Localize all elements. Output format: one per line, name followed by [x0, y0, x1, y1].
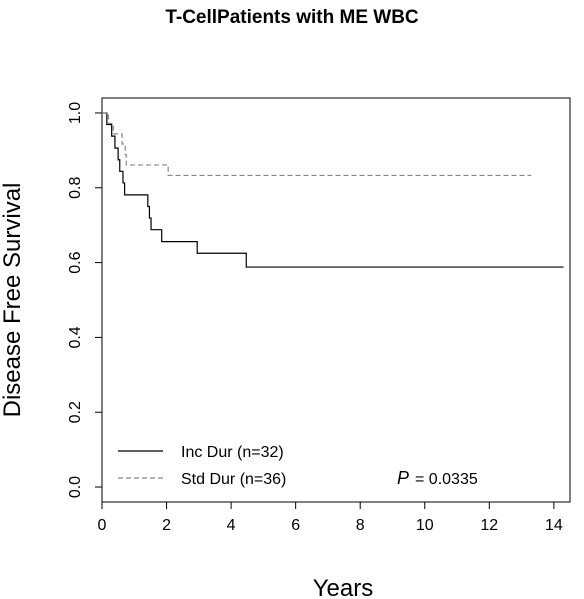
- y-tick-label: 1.0: [67, 102, 84, 124]
- series-line-inc-dur: [102, 112, 564, 268]
- p-value-annotation: P = 0.0335: [397, 468, 478, 488]
- x-tick-label: 0: [98, 517, 107, 534]
- x-axis: 0 2 4 6 8 10 12 14: [98, 502, 563, 534]
- y-tick-label: 0.4: [67, 326, 84, 348]
- y-axis: 0.0 0.2 0.4 0.6 0.8 1.0: [67, 102, 102, 498]
- y-tick-label: 0.2: [67, 401, 84, 423]
- x-tick-label: 12: [480, 517, 498, 534]
- p-value-text: = 0.0335: [415, 471, 478, 488]
- y-axis-label: Disease Free Survival: [0, 183, 26, 418]
- x-tick-label: 8: [356, 517, 365, 534]
- survival-curves: [102, 112, 564, 268]
- legend: Inc Dur (n=32) Std Dur (n=36): [118, 444, 286, 488]
- legend-label-inc-dur: Inc Dur (n=32): [181, 444, 284, 461]
- x-tick-label: 4: [227, 517, 236, 534]
- legend-label-std-dur: Std Dur (n=36): [181, 471, 286, 488]
- x-axis-label: Years: [313, 575, 374, 599]
- chart-title: T-CellPatients with ME WBC: [165, 7, 419, 28]
- x-tick-label: 6: [291, 517, 300, 534]
- x-tick-label: 10: [416, 517, 434, 534]
- x-tick-label: 14: [545, 517, 563, 534]
- y-tick-label: 0.0: [67, 476, 84, 498]
- plot-frame: [101, 97, 571, 503]
- y-tick-label: 0.8: [67, 177, 84, 199]
- series-line-std-dur: [102, 112, 532, 177]
- x-tick-label: 2: [162, 517, 171, 534]
- p-value-label: P: [397, 468, 409, 488]
- y-tick-label: 0.6: [67, 251, 84, 273]
